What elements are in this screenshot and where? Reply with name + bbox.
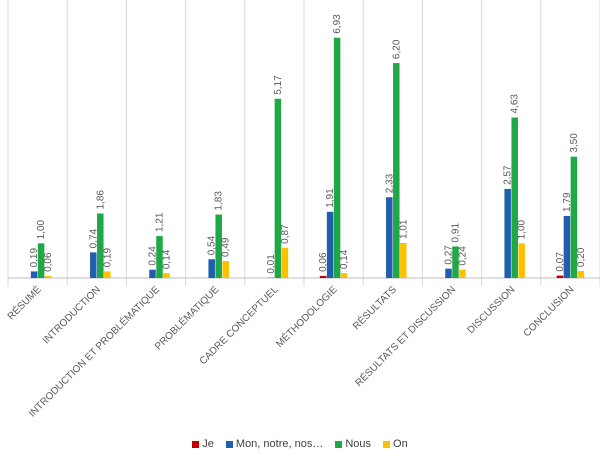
category-label: RÉSULTATS xyxy=(350,283,400,333)
bar xyxy=(163,273,170,278)
category-label: RÉSULTATS ET DISCUSSION xyxy=(352,283,458,389)
bar xyxy=(319,275,327,278)
data-label: 0,01 xyxy=(266,254,277,274)
data-label: 0,54 xyxy=(207,235,218,255)
data-label: 0,19 xyxy=(29,248,40,268)
bar xyxy=(340,273,348,278)
chart-legend: Je Mon, notre, nos… Nous On xyxy=(0,438,600,450)
data-label: 0,07 xyxy=(555,252,566,272)
bar xyxy=(90,252,97,278)
bar xyxy=(400,242,407,278)
data-label: 0,24 xyxy=(458,246,469,266)
legend-swatch xyxy=(225,440,233,448)
bar xyxy=(44,275,52,278)
data-label: 0,19 xyxy=(102,248,113,268)
bar xyxy=(556,275,564,278)
data-label: 1,83 xyxy=(214,191,225,211)
bar xyxy=(208,259,215,278)
legend-label: On xyxy=(393,438,408,450)
legend-swatch xyxy=(192,440,200,448)
legend-swatch xyxy=(383,440,391,448)
bar xyxy=(326,211,334,278)
bar xyxy=(452,246,459,278)
category-label: INTRODUCTION xyxy=(41,284,103,346)
bar xyxy=(570,156,578,278)
legend-item: Je xyxy=(192,438,214,450)
data-label: 1,91 xyxy=(325,188,336,208)
bar xyxy=(386,197,393,278)
data-label: 1,86 xyxy=(95,190,106,210)
bar xyxy=(222,261,229,278)
category-label: RÉSUMÉ xyxy=(4,283,44,323)
legend-label: Je xyxy=(202,438,214,450)
category-label: DISCUSSION xyxy=(466,284,518,336)
bar xyxy=(504,188,511,278)
bar xyxy=(459,269,466,278)
bar xyxy=(30,271,38,278)
data-label: 4,63 xyxy=(510,94,521,114)
bar xyxy=(149,269,156,278)
data-label: 1,79 xyxy=(562,192,573,212)
data-label: 1,01 xyxy=(398,219,409,239)
bar xyxy=(281,247,289,278)
bar xyxy=(577,271,585,278)
bar xyxy=(215,214,222,278)
data-label: 0,49 xyxy=(221,237,232,257)
bar xyxy=(393,63,400,278)
bar xyxy=(97,213,104,278)
data-label: 0,20 xyxy=(576,247,587,267)
bar xyxy=(563,215,571,278)
data-label: 6,93 xyxy=(332,14,343,34)
legend-item: Mon, notre, nos… xyxy=(225,438,324,450)
data-label: 0,87 xyxy=(280,224,291,244)
data-label: 2,57 xyxy=(503,165,514,185)
data-label: 0,24 xyxy=(148,246,159,266)
data-label: 0,06 xyxy=(318,252,329,272)
data-label: 1,00 xyxy=(517,219,528,239)
bar xyxy=(333,37,341,279)
bar-chart: 0,19 1,00 0,06 RÉSUMÉ 0,74 1,86 0,19 INTRODUCTI… xyxy=(4,0,600,420)
data-label: 5,17 xyxy=(273,75,284,95)
data-label: 0,74 xyxy=(88,228,99,248)
bar xyxy=(274,98,282,278)
data-label: 0,27 xyxy=(444,245,455,265)
legend-swatch xyxy=(335,440,343,448)
legend-item: On xyxy=(383,438,408,450)
category-label: INTRODUCTION ET PROBLÉMATIQUE xyxy=(26,283,163,420)
data-label: 0,06 xyxy=(43,252,54,272)
bar xyxy=(518,243,525,278)
data-label: 6,20 xyxy=(391,39,402,59)
category-label: PROBLÉMATIQUE xyxy=(152,283,222,353)
legend-item: Nous xyxy=(335,438,371,450)
data-label: 0,14 xyxy=(339,249,350,269)
bar xyxy=(511,117,518,278)
legend-label: Nous xyxy=(345,438,372,450)
category-label: MÉTHODOLOGIE xyxy=(273,283,340,350)
data-label: 2,33 xyxy=(384,173,395,193)
data-label: 0,14 xyxy=(162,249,173,269)
category-label: CONCLUSION xyxy=(522,284,577,339)
data-label: 1,21 xyxy=(155,212,166,232)
bar xyxy=(445,268,452,278)
data-label: 1,00 xyxy=(36,219,47,239)
data-label: 0,91 xyxy=(451,223,462,243)
data-label: 3,50 xyxy=(569,133,580,153)
bar xyxy=(37,243,45,278)
bar xyxy=(104,271,111,278)
legend-label: Mon, notre, nos… xyxy=(235,438,324,450)
bar xyxy=(156,236,163,278)
